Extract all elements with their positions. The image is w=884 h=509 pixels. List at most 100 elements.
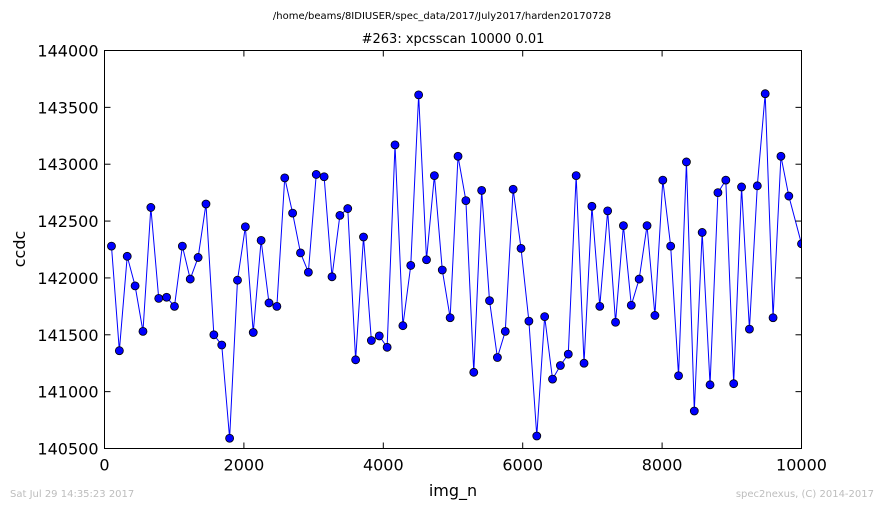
y-tick-label: 140500 — [37, 440, 98, 459]
data-point — [768, 313, 778, 323]
data-point — [146, 203, 156, 212]
y-tick-label: 141500 — [37, 326, 98, 345]
data-point — [335, 210, 345, 220]
data-point — [398, 321, 408, 331]
data-point — [689, 406, 699, 416]
data-point — [217, 340, 227, 350]
data-point — [760, 89, 770, 99]
data-point — [729, 379, 739, 389]
x-axis-label: img_n — [429, 481, 477, 501]
data-point — [540, 312, 550, 321]
y-tick-label: 144000 — [37, 42, 98, 61]
data-point — [445, 313, 455, 323]
data-point — [154, 293, 164, 303]
axis-ticks: 0 2000 4000 6000 8000 10000 140500 141000 141500… — [37, 42, 827, 475]
data-point — [248, 328, 258, 337]
data-point — [240, 222, 250, 232]
data-point — [697, 228, 707, 237]
y-tick-label: 141000 — [37, 383, 98, 402]
data-point — [272, 301, 282, 311]
series-line — [110, 93, 802, 439]
footer-timestamp: Sat Jul 29 14:35:23 2017 — [10, 489, 135, 500]
data-point — [406, 261, 416, 270]
data-point — [674, 371, 683, 381]
data-point — [107, 241, 116, 251]
data-point — [524, 316, 534, 326]
data-point — [797, 239, 802, 249]
data-point — [619, 221, 628, 231]
data-point — [721, 175, 731, 185]
plot-content — [107, 89, 802, 443]
x-tick-label: 4000 — [363, 456, 404, 475]
data-point — [138, 326, 148, 336]
data-point — [193, 253, 203, 262]
data-point — [177, 241, 187, 251]
data-point — [264, 298, 274, 308]
data-point — [658, 175, 668, 185]
data-point — [469, 367, 479, 377]
data-point — [508, 184, 518, 194]
data-point — [114, 346, 124, 356]
data-point — [461, 196, 471, 206]
data-point — [122, 251, 132, 261]
data-point — [556, 361, 565, 370]
y-tick-label: 142500 — [37, 212, 98, 231]
data-point — [500, 326, 510, 336]
data-point — [170, 301, 179, 311]
data-point — [587, 201, 597, 211]
data-point — [776, 151, 786, 161]
y-tick-label: 143500 — [37, 98, 98, 117]
data-point — [595, 301, 605, 311]
data-point — [288, 208, 298, 218]
data-point — [296, 248, 305, 258]
y-tick-label: 143000 — [37, 155, 98, 174]
data-point — [303, 267, 313, 277]
data-point — [548, 374, 557, 384]
data-point — [611, 317, 620, 327]
data-point — [390, 140, 400, 150]
data-point — [374, 331, 384, 341]
data-point — [382, 342, 392, 352]
data-point — [745, 324, 754, 334]
data-point — [603, 206, 613, 216]
data-point — [516, 243, 526, 253]
data-point — [492, 353, 502, 362]
data-point — [225, 433, 235, 443]
data-point — [737, 182, 746, 192]
data-point — [209, 330, 219, 340]
data-point — [327, 272, 337, 282]
x-tick-label: 2000 — [224, 456, 265, 475]
data-point — [437, 265, 447, 275]
data-point — [233, 275, 242, 285]
x-tick-label: 10000 — [776, 456, 827, 475]
data-point — [311, 170, 321, 179]
file-path-title: /home/beams/8IDIUSER/spec_data/2017/July… — [273, 11, 611, 22]
data-point — [201, 199, 211, 209]
data-point — [422, 255, 431, 265]
data-point — [256, 235, 266, 245]
data-point — [130, 281, 140, 291]
data-point — [453, 151, 463, 161]
data-point — [713, 188, 723, 198]
y-axis-label: ccdc — [10, 231, 29, 268]
data-point — [634, 274, 644, 284]
data-point — [429, 171, 439, 180]
data-point — [477, 185, 487, 195]
data-point — [343, 204, 353, 213]
data-point — [351, 355, 361, 365]
data-point — [579, 358, 589, 368]
data-point — [162, 292, 172, 302]
x-tick-label: 0 — [99, 456, 109, 475]
data-point — [563, 349, 573, 359]
data-point — [280, 173, 290, 183]
data-point — [784, 191, 794, 201]
data-point — [682, 157, 691, 167]
data-point — [642, 221, 652, 231]
data-point — [485, 296, 494, 306]
plot-frame — [104, 50, 802, 449]
data-point — [626, 300, 636, 310]
data-point — [185, 274, 195, 284]
data-point — [532, 431, 542, 441]
data-point — [319, 172, 329, 182]
